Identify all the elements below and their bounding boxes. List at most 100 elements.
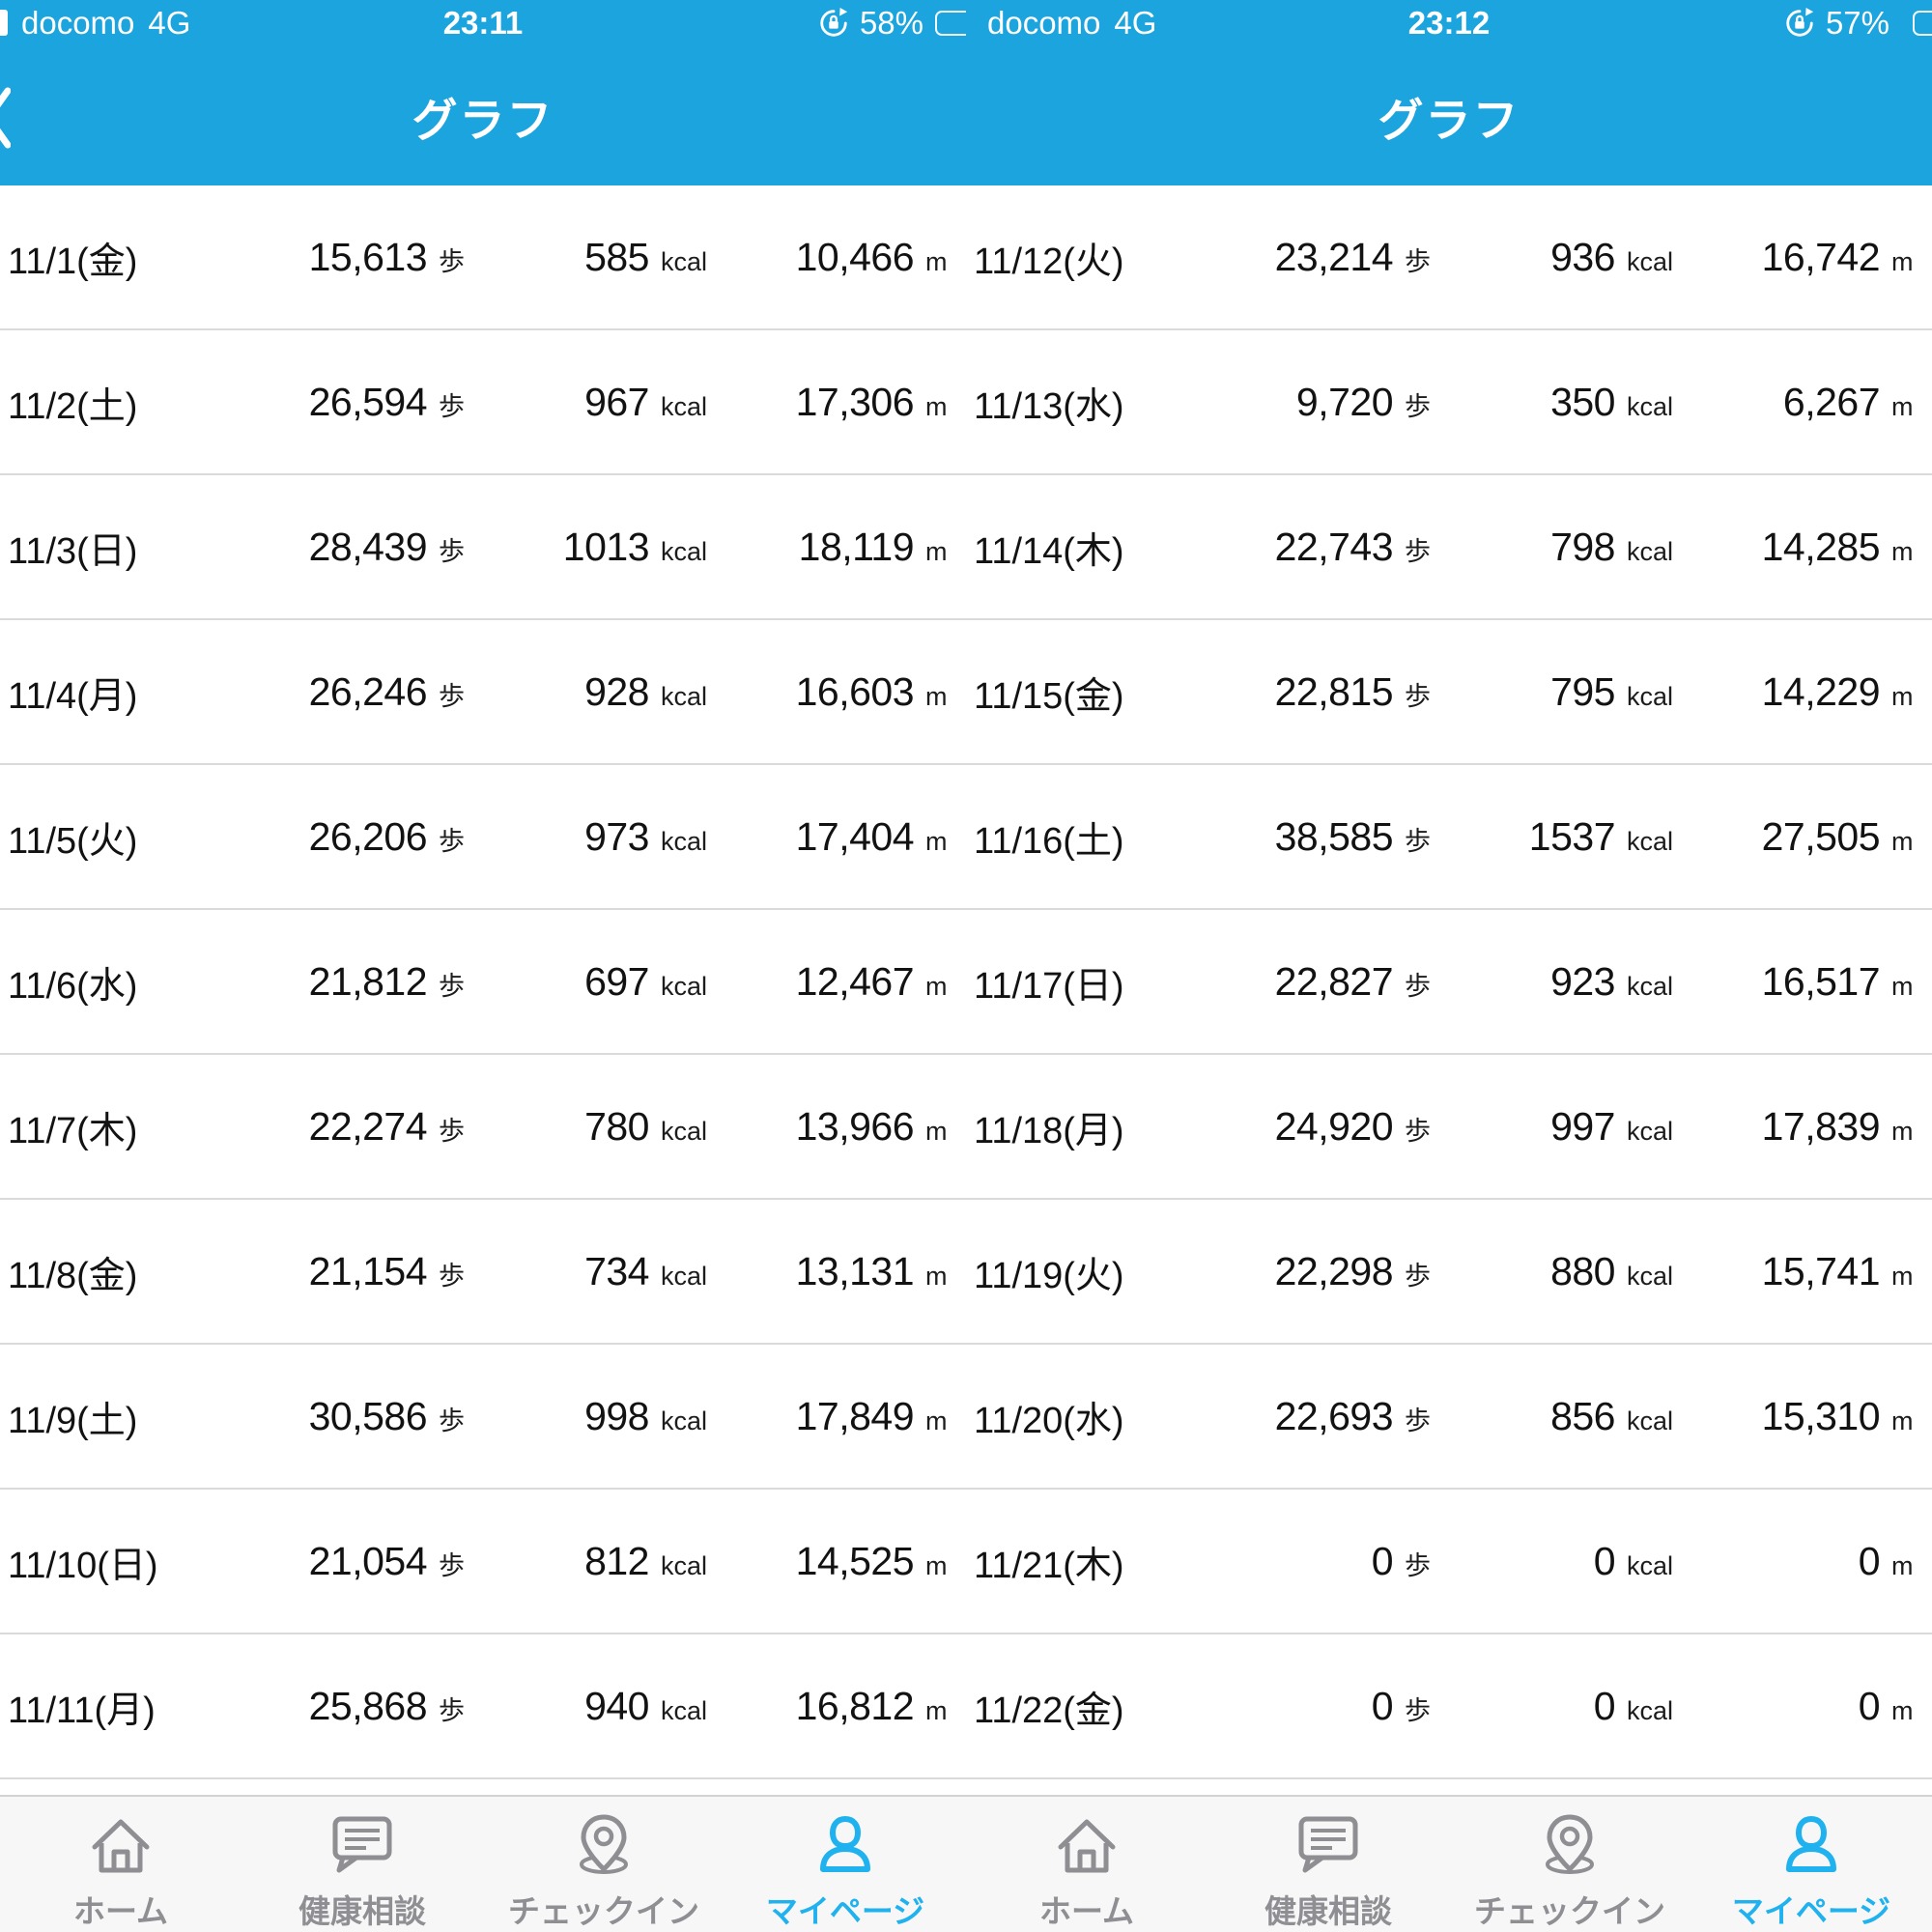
kcal-unit-label: kcal [661, 246, 708, 276]
status-time: 23:11 [442, 5, 524, 41]
table-row[interactable]: 11/15(金) 22,815 歩 795 kcal 14,229 m [966, 620, 1932, 765]
calories-value: 940 [584, 1683, 649, 1728]
table-row[interactable]: 11/11(月) 25,868 歩 940 kcal 16,812 m [0, 1634, 966, 1779]
kcal-unit-label: kcal [661, 1406, 708, 1435]
tab-item-mypage-active[interactable]: マイページ [724, 1797, 966, 1932]
steps-cell: 30,586 歩 [238, 1394, 475, 1439]
tab-label: マイページ [765, 1893, 925, 1929]
network-label: 4G [1114, 5, 1157, 41]
back-chevron-icon[interactable] [0, 87, 11, 149]
table-row[interactable]: 11/12(火) 23,214 歩 936 kcal 16,742 m [966, 185, 1932, 330]
distance-value: 16,517 [1761, 958, 1881, 1004]
table-row[interactable]: 11/20(水) 22,693 歩 856 kcal 15,310 m [966, 1345, 1932, 1490]
tab-item-checkin-pin[interactable]: チェックイン [483, 1797, 724, 1932]
distance-unit-label: m [925, 1116, 948, 1146]
kcal-unit-label: kcal [1627, 391, 1674, 421]
distance-unit-label: m [925, 1261, 948, 1291]
kcal-cell: 0 kcal [1441, 1539, 1679, 1584]
kcal-cell: 1013 kcal [475, 525, 713, 570]
calories-value: 967 [584, 379, 649, 424]
calories-value: 798 [1550, 524, 1615, 569]
calories-value: 795 [1550, 668, 1615, 714]
steps-cell: 28,439 歩 [238, 525, 475, 570]
steps-value: 26,594 [308, 379, 428, 424]
table-row[interactable]: 11/10(日) 21,054 歩 812 kcal 14,525 m [0, 1490, 966, 1634]
calories-value: 350 [1550, 379, 1615, 424]
chat-icon [1293, 1808, 1364, 1880]
distance-unit-label: m [925, 536, 948, 566]
steps-value: 21,812 [308, 958, 428, 1004]
table-row[interactable]: 11/9(土) 30,586 歩 998 kcal 17,849 m [0, 1345, 966, 1490]
tab-item-checkin-pin[interactable]: チェックイン [1449, 1797, 1690, 1932]
table-row[interactable]: 11/3(日) 28,439 歩 1013 kcal 18,119 m [0, 475, 966, 620]
steps-value: 9,720 [1295, 379, 1394, 424]
table-row[interactable]: 11/4(月) 26,246 歩 928 kcal 16,603 m [0, 620, 966, 765]
rotation-lock-icon [1783, 7, 1816, 40]
steps-unit-label: 歩 [1405, 681, 1431, 711]
distance-unit-label: m [1891, 971, 1914, 1001]
calories-value: 998 [584, 1393, 649, 1438]
tab-item-home[interactable]: ホーム [966, 1797, 1208, 1932]
tab-label: チェックイン [1474, 1893, 1665, 1929]
signal-bars-icon [0, 10, 8, 36]
steps-value: 23,214 [1274, 234, 1394, 279]
tab-item-mypage-active[interactable]: マイページ [1690, 1797, 1932, 1932]
table-row[interactable]: 11/16(土) 38,585 歩 1537 kcal 27,505 m [966, 765, 1932, 910]
kcal-unit-label: kcal [661, 826, 708, 856]
row-date: 11/15(金) [974, 675, 1124, 717]
table-row[interactable]: 11/18(月) 24,920 歩 997 kcal 17,839 m [966, 1055, 1932, 1200]
table-row[interactable]: 11/13(水) 9,720 歩 350 kcal 6,267 m [966, 330, 1932, 475]
distance-cell: 12,467 m [713, 959, 951, 1005]
steps-cell: 22,693 歩 [1204, 1394, 1441, 1439]
kcal-cell: 880 kcal [1441, 1249, 1679, 1294]
distance-unit-label: m [1891, 826, 1914, 856]
kcal-unit-label: kcal [661, 1550, 708, 1580]
network-label: 4G [148, 5, 191, 41]
kcal-unit-label: kcal [661, 971, 708, 1001]
kcal-cell: 856 kcal [1441, 1394, 1679, 1439]
table-row[interactable]: 11/5(火) 26,206 歩 973 kcal 17,404 m [0, 765, 966, 910]
distance-unit-label: m [1891, 1695, 1914, 1725]
row-date: 11/5(火) [8, 820, 138, 862]
table-row[interactable]: 11/19(火) 22,298 歩 880 kcal 15,741 m [966, 1200, 1932, 1345]
table-row[interactable]: 11/2(土) 26,594 歩 967 kcal 17,306 m [0, 330, 966, 475]
table-row[interactable]: 11/6(水) 21,812 歩 697 kcal 12,467 m [0, 910, 966, 1055]
tab-item-chat[interactable]: 健康相談 [1208, 1797, 1449, 1932]
steps-unit-label: 歩 [1405, 1695, 1431, 1725]
header-right: docomo 4G 23:12 57% [966, 0, 1932, 185]
distance-cell: 14,525 m [713, 1539, 951, 1584]
tab-label: 健康相談 [1264, 1893, 1392, 1929]
tab-item-chat[interactable]: 健康相談 [242, 1797, 483, 1932]
kcal-unit-label: kcal [661, 391, 708, 421]
person-icon [810, 1808, 881, 1880]
kcal-cell: 1537 kcal [1441, 814, 1679, 860]
calories-value: 734 [584, 1248, 649, 1293]
table-row[interactable]: 11/21(木) 0 歩 0 kcal 0 m [966, 1490, 1932, 1634]
distance-value: 0 [1858, 1538, 1881, 1583]
tab-item-home[interactable]: ホーム [0, 1797, 242, 1932]
table-row[interactable]: 11/1(金) 15,613 歩 585 kcal 10,466 m [0, 185, 966, 330]
steps-cell: 15,613 歩 [238, 235, 475, 280]
table-row[interactable]: 11/14(木) 22,743 歩 798 kcal 14,285 m [966, 475, 1932, 620]
distance-cell: 16,603 m [713, 669, 951, 715]
table-row[interactable]: 11/17(日) 22,827 歩 923 kcal 16,517 m [966, 910, 1932, 1055]
table-row[interactable]: 11/22(金) 0 歩 0 kcal 0 m [966, 1634, 1932, 1779]
steps-value: 22,693 [1274, 1393, 1394, 1438]
table-row[interactable]: 11/8(金) 21,154 歩 734 kcal 13,131 m [0, 1200, 966, 1345]
steps-cell: 22,743 歩 [1204, 525, 1441, 570]
distance-unit-label: m [925, 971, 948, 1001]
steps-value: 25,868 [308, 1683, 428, 1728]
checkin-pin-icon [568, 1808, 639, 1880]
distance-cell: 15,741 m [1679, 1249, 1917, 1294]
distance-cell: 17,306 m [713, 380, 951, 425]
status-bar: docomo 4G 23:11 58% [0, 0, 966, 46]
table-row[interactable]: 11/7(木) 22,274 歩 780 kcal 13,966 m [0, 1055, 966, 1200]
distance-cell: 16,517 m [1679, 959, 1917, 1005]
steps-unit-label: 歩 [439, 971, 465, 1001]
tab-label: ホーム [72, 1893, 168, 1929]
steps-cell: 21,054 歩 [238, 1539, 475, 1584]
calories-value: 585 [584, 234, 649, 279]
calories-value: 1013 [562, 524, 650, 569]
distance-value: 16,603 [795, 668, 915, 714]
